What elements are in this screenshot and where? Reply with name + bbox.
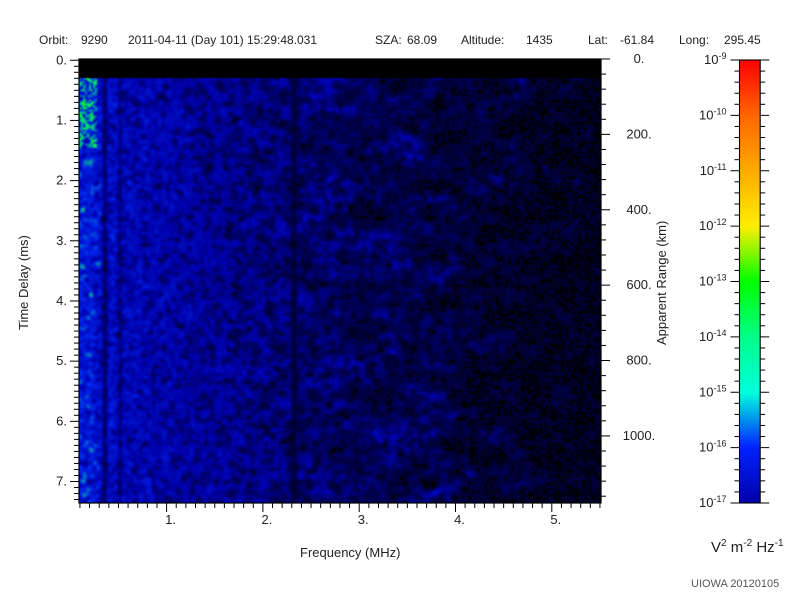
svg-text:800.: 800.: [626, 353, 651, 368]
svg-text:10-12: 10-12: [699, 217, 726, 233]
svg-text:200.: 200.: [626, 126, 651, 141]
svg-text:0.: 0.: [56, 52, 67, 67]
svg-text:5.: 5.: [550, 512, 561, 527]
svg-text:600.: 600.: [626, 277, 651, 292]
svg-text:1000.: 1000.: [623, 428, 656, 443]
svg-text:3.: 3.: [56, 233, 67, 248]
svg-text:7.: 7.: [56, 474, 67, 489]
svg-text:10-13: 10-13: [699, 273, 726, 289]
svg-text:10-16: 10-16: [699, 439, 726, 455]
svg-text:4.: 4.: [454, 512, 465, 527]
svg-text:10-14: 10-14: [699, 328, 726, 344]
svg-text:6.: 6.: [56, 413, 67, 428]
svg-text:2.: 2.: [261, 512, 272, 527]
svg-text:3.: 3.: [358, 512, 369, 527]
svg-text:10-15: 10-15: [699, 383, 726, 399]
svg-text:5.: 5.: [56, 353, 67, 368]
svg-text:400.: 400.: [626, 202, 651, 217]
svg-text:2.: 2.: [56, 173, 67, 188]
svg-text:10-9: 10-9: [704, 51, 726, 67]
svg-text:0.: 0.: [634, 51, 645, 66]
svg-text:1.: 1.: [56, 112, 67, 127]
svg-text:1.: 1.: [165, 512, 176, 527]
svg-text:10-17: 10-17: [699, 494, 726, 510]
svg-text:4.: 4.: [56, 293, 67, 308]
svg-text:10-11: 10-11: [700, 162, 727, 178]
svg-text:10-10: 10-10: [699, 106, 726, 122]
